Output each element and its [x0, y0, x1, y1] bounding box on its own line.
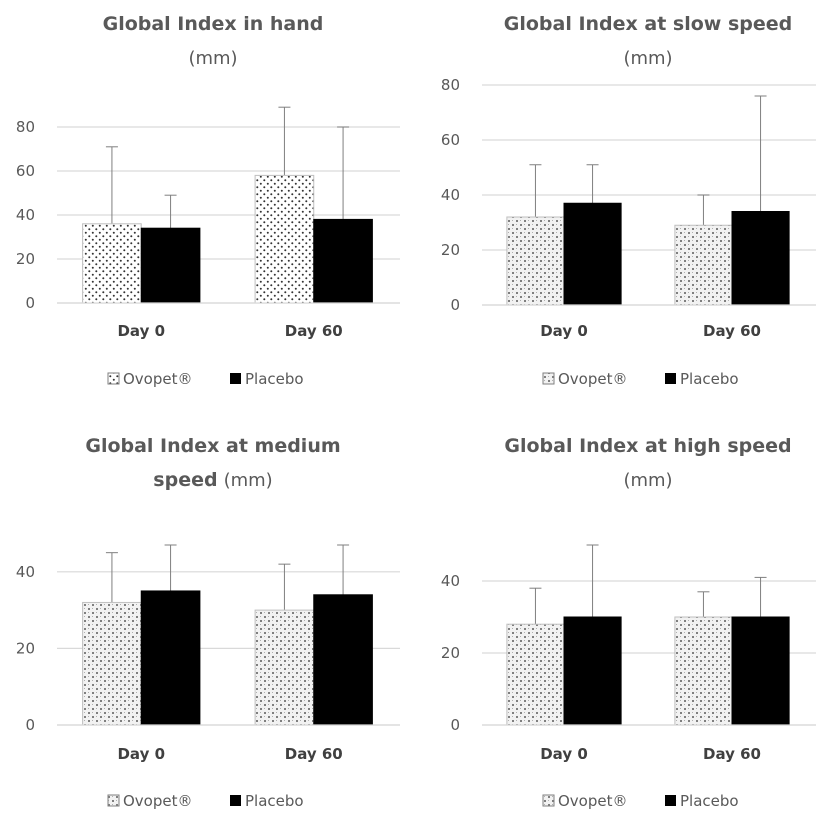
- y-tick-label: 0: [450, 716, 460, 734]
- legend-swatch-placebo: [230, 373, 241, 384]
- chart-title: Global Index at medium: [85, 435, 340, 457]
- chart-title-unit: (mm): [623, 470, 672, 491]
- y-tick-label: 0: [450, 296, 460, 314]
- chart-title-unit: (mm): [188, 48, 237, 69]
- bar-checker-day-60: [674, 616, 733, 726]
- chart-title-unit: (mm): [623, 48, 672, 69]
- legend-swatch-placebo: [665, 373, 676, 384]
- y-tick-label: 40: [16, 206, 35, 224]
- bar-solid-day-60: [731, 211, 790, 306]
- x-category-label: Day 0: [540, 745, 588, 763]
- x-category-label: Day 0: [117, 745, 165, 763]
- chart-panel-2: Global Index at slow speed (mm) 0 20 40 60 80 D…: [441, 13, 816, 388]
- y-tick-label: 60: [16, 162, 35, 180]
- chart-title-line2: speed (mm): [153, 469, 272, 491]
- bar-solid-day-0: [140, 590, 201, 726]
- x-category-label: Day 0: [540, 322, 588, 340]
- y-tick-label: 40: [16, 563, 35, 581]
- legend-swatch-ovopet: [107, 372, 120, 385]
- bar-solid-day-60: [731, 616, 790, 726]
- chart-title: Global Index at slow speed: [504, 13, 793, 35]
- legend-label: Ovopet®: [558, 792, 628, 810]
- legend: Ovopet® Placebo: [542, 370, 739, 388]
- y-tick-label: 20: [16, 639, 35, 657]
- legend-swatch-placebo: [230, 795, 241, 806]
- legend-label: Placebo: [245, 792, 304, 810]
- legend-label: Placebo: [245, 370, 304, 388]
- y-tick-label: 80: [16, 118, 35, 136]
- bar-dots-day-60: [254, 174, 315, 304]
- y-tick-label: 0: [25, 294, 35, 312]
- x-category-label: Day 60: [285, 745, 343, 763]
- bar-solid-day-0: [563, 202, 622, 306]
- legend-label: Placebo: [680, 792, 739, 810]
- y-tick-label: 20: [16, 250, 35, 268]
- chart-title: Global Index at high speed: [504, 435, 791, 457]
- y-tick-label: 40: [441, 186, 460, 204]
- legend-swatch-ovopet: [542, 372, 555, 385]
- legend-swatch-ovopet: [107, 794, 120, 807]
- chart-title-unit: (mm): [224, 470, 273, 491]
- chart-panel-3: Global Index at medium speed (mm) 0 20 40 Day …: [16, 435, 400, 810]
- legend-swatch-ovopet: [542, 794, 555, 807]
- legend-label: Ovopet®: [123, 370, 193, 388]
- x-category-label: Day 60: [285, 322, 343, 340]
- chart-title-line2-text: speed: [153, 469, 217, 491]
- bar-checker-day-60: [674, 224, 733, 306]
- bar-solid-day-0: [563, 616, 622, 726]
- bar-checker-day-60: [254, 609, 315, 726]
- bar-checker-day-0: [82, 601, 142, 726]
- legend: Ovopet® Placebo: [107, 792, 304, 810]
- y-tick-label: 40: [441, 572, 460, 590]
- chart-panel-4: Global Index at high speed (mm) 0 20 40 Day 0…: [441, 435, 816, 810]
- bar-solid-day-60: [313, 594, 373, 726]
- legend-label: Placebo: [680, 370, 739, 388]
- bar-checker-day-0: [506, 216, 565, 306]
- y-tick-label: 60: [441, 131, 460, 149]
- chart-panel-1: Global Index in hand (mm) 0 20 40 60 80 Day 0 Da…: [16, 13, 400, 388]
- legend: Ovopet® Placebo: [107, 370, 304, 388]
- bar-solid-day-0: [140, 227, 201, 304]
- y-tick-label: 80: [441, 76, 460, 94]
- bar-dots-day-0: [82, 223, 142, 304]
- legend-swatch-placebo: [665, 795, 676, 806]
- chart-title: Global Index in hand: [103, 13, 324, 35]
- x-category-label: Day 60: [703, 745, 761, 763]
- bar-checker-day-0: [506, 623, 565, 726]
- legend: Ovopet® Placebo: [542, 792, 739, 810]
- x-category-label: Day 0: [117, 322, 165, 340]
- y-tick-label: 20: [441, 241, 460, 259]
- y-tick-label: 0: [25, 716, 35, 734]
- x-category-label: Day 60: [703, 322, 761, 340]
- legend-label: Ovopet®: [123, 792, 193, 810]
- bar-solid-day-60: [313, 218, 373, 304]
- y-tick-label: 20: [441, 644, 460, 662]
- legend-label: Ovopet®: [558, 370, 628, 388]
